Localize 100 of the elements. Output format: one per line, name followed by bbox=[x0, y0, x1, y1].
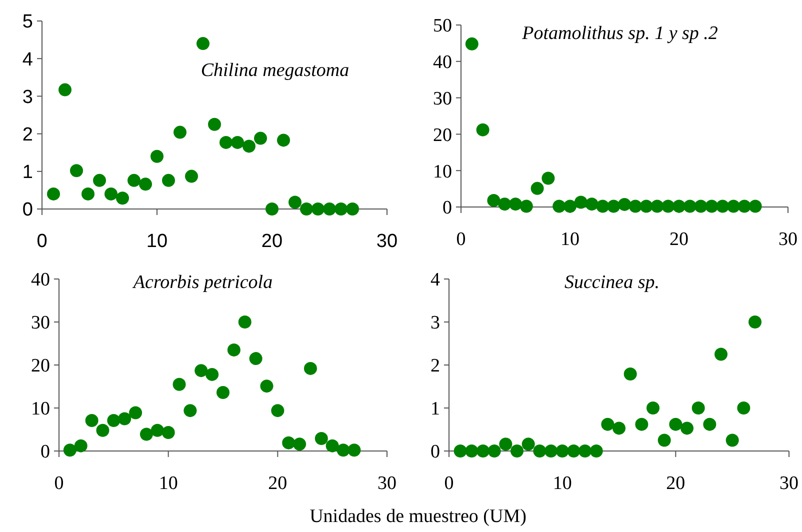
point bbox=[748, 200, 762, 213]
point bbox=[107, 414, 120, 427]
point bbox=[738, 200, 751, 213]
y-tick-label: 2 bbox=[22, 124, 33, 146]
y-tick-label: 1 bbox=[22, 162, 33, 184]
point bbox=[672, 200, 686, 213]
x-tick-label: 30 bbox=[376, 231, 398, 252]
x-tick-label: 30 bbox=[378, 473, 396, 494]
point bbox=[510, 444, 524, 458]
point bbox=[662, 200, 675, 213]
point bbox=[658, 434, 671, 447]
point bbox=[184, 404, 197, 418]
y-tick-label: 30 bbox=[433, 88, 452, 110]
point bbox=[185, 170, 198, 183]
y-tick-label: 10 bbox=[433, 161, 452, 182]
point bbox=[348, 444, 361, 457]
point bbox=[520, 200, 533, 213]
x-tick-label: 20 bbox=[268, 473, 288, 494]
point bbox=[104, 187, 118, 200]
point bbox=[552, 200, 566, 213]
x-tick-label: 10 bbox=[158, 473, 178, 494]
point bbox=[544, 444, 558, 458]
point bbox=[465, 37, 478, 50]
point bbox=[194, 364, 208, 378]
point bbox=[326, 439, 339, 452]
point bbox=[334, 202, 348, 216]
point bbox=[533, 444, 546, 458]
point bbox=[70, 164, 83, 178]
point bbox=[174, 126, 186, 139]
point bbox=[624, 368, 637, 381]
point bbox=[336, 444, 350, 457]
point bbox=[346, 202, 359, 216]
point bbox=[139, 178, 152, 191]
y-tick-label: 4 bbox=[22, 49, 34, 70]
y-tick-label: 3 bbox=[430, 312, 440, 334]
point bbox=[618, 198, 631, 211]
point bbox=[162, 174, 175, 187]
point bbox=[680, 422, 694, 435]
point bbox=[574, 196, 588, 209]
chart-title: Acrorbis petricola bbox=[131, 272, 273, 293]
point bbox=[314, 432, 328, 446]
point bbox=[63, 444, 76, 457]
x-tick-label: 10 bbox=[146, 231, 168, 252]
chart-title: Succinea sp. bbox=[564, 272, 660, 293]
y-tick-label: 1 bbox=[430, 398, 440, 420]
point bbox=[716, 200, 730, 213]
point bbox=[150, 150, 164, 163]
point bbox=[128, 174, 140, 187]
point bbox=[567, 444, 580, 458]
point bbox=[683, 200, 696, 213]
y-tick-label: 50 bbox=[433, 16, 452, 37]
text: Chilina megastoma bbox=[200, 60, 350, 81]
point bbox=[254, 132, 267, 145]
y-tick-label: 3 bbox=[22, 86, 33, 108]
point bbox=[172, 378, 186, 391]
point bbox=[266, 202, 278, 216]
point bbox=[220, 136, 232, 149]
point bbox=[564, 200, 576, 213]
point bbox=[596, 200, 610, 213]
point bbox=[640, 200, 653, 213]
point bbox=[476, 444, 490, 458]
x-tick-label: 0 bbox=[54, 473, 64, 494]
point bbox=[522, 438, 535, 451]
point bbox=[238, 316, 252, 328]
point bbox=[129, 406, 142, 420]
point bbox=[216, 386, 230, 400]
point bbox=[323, 202, 336, 216]
point bbox=[646, 402, 660, 414]
point bbox=[96, 424, 110, 437]
x-tick-label: 10 bbox=[552, 473, 572, 494]
x-tick-label: 30 bbox=[780, 473, 798, 494]
x-tick-label: 20 bbox=[666, 473, 686, 494]
point bbox=[196, 37, 210, 50]
point bbox=[635, 418, 648, 431]
point bbox=[47, 187, 60, 200]
point bbox=[556, 444, 569, 458]
point bbox=[748, 316, 762, 328]
point bbox=[465, 444, 478, 458]
point bbox=[150, 424, 164, 437]
point bbox=[607, 200, 620, 213]
point bbox=[242, 140, 256, 153]
point bbox=[304, 362, 317, 375]
point bbox=[293, 438, 306, 451]
x-tick-label: 20 bbox=[261, 231, 283, 252]
y-tick-label: 10 bbox=[31, 398, 50, 420]
point bbox=[162, 426, 175, 439]
point bbox=[282, 436, 296, 450]
point bbox=[590, 444, 603, 458]
y-tick-label: 20 bbox=[433, 124, 452, 146]
point bbox=[612, 422, 626, 435]
point bbox=[703, 418, 716, 431]
y-tick-label: 40 bbox=[433, 52, 452, 74]
point bbox=[601, 418, 614, 431]
point bbox=[208, 118, 221, 131]
point bbox=[499, 438, 512, 451]
point bbox=[300, 202, 313, 216]
y-tick-label: 2 bbox=[430, 356, 440, 377]
point bbox=[288, 196, 302, 209]
y-tick-label: 0 bbox=[22, 200, 33, 221]
y-tick-label: 20 bbox=[31, 356, 50, 377]
